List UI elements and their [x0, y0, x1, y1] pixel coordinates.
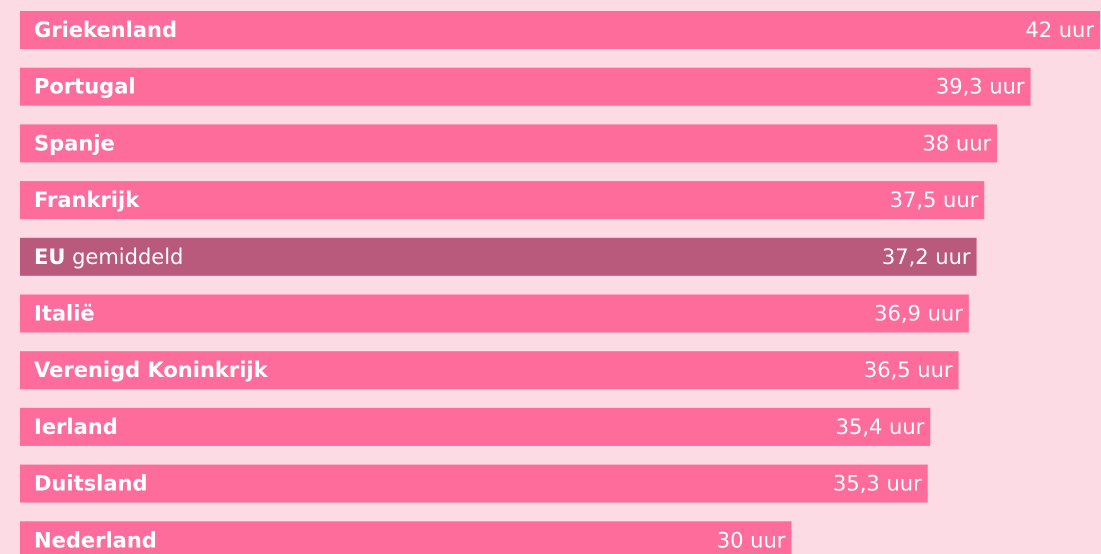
bar [20, 11, 1100, 49]
bar [20, 67, 1031, 106]
category-label: Portugal [34, 75, 136, 99]
value-label: 37,5 uur [890, 188, 979, 212]
value-label: 38 uur [922, 131, 991, 155]
bar [20, 521, 792, 554]
category-label-rest: gemiddeld [65, 245, 183, 269]
value-label: 37,2 uur [882, 245, 971, 269]
bar [20, 407, 931, 446]
category-label: Italië [34, 302, 95, 326]
value-label: 35,4 uur [836, 415, 925, 439]
category-label-strong: EU [34, 245, 65, 269]
value-label: 36,5 uur [864, 358, 953, 382]
category-label: Nederland [34, 528, 157, 552]
category-label: Griekenland [34, 18, 177, 42]
value-label: 42 uur [1025, 18, 1094, 42]
value-label: 30 uur [717, 528, 786, 552]
bar [20, 124, 998, 163]
bar [20, 181, 985, 220]
category-label: Duitsland [34, 472, 147, 496]
bar [20, 464, 928, 503]
value-label: 36,9 uur [874, 302, 963, 326]
bar [20, 351, 959, 390]
category-label: EU gemiddeld [34, 245, 183, 269]
value-label: 35,3 uur [833, 472, 922, 496]
category-label: Spanje [34, 131, 115, 155]
value-label: 39,3 uur [936, 75, 1025, 99]
category-label: Verenigd Koninkrijk [34, 358, 269, 382]
category-label: Frankrijk [34, 188, 140, 212]
category-label: Ierland [34, 415, 118, 439]
bar [20, 237, 977, 276]
bar [20, 294, 969, 333]
